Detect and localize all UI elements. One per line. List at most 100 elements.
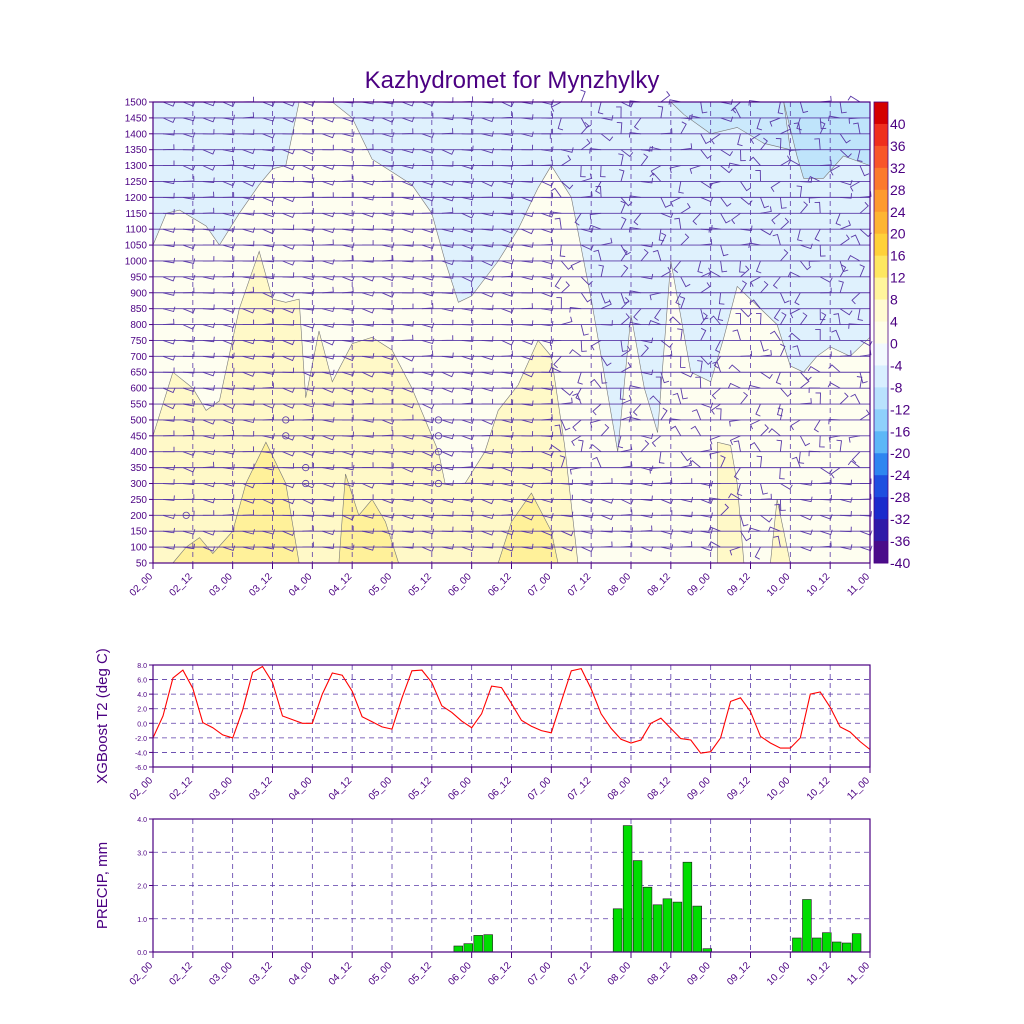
wind-barb <box>421 112 434 119</box>
wind-barb <box>342 131 355 137</box>
wind-barb <box>461 385 474 392</box>
wind-barb <box>668 99 681 105</box>
ytick-label: 350 <box>130 463 147 474</box>
wind-barb <box>262 292 276 298</box>
wind-barb <box>561 181 574 190</box>
wind-barb <box>242 273 255 280</box>
wind-barb <box>481 480 494 486</box>
wind-barb <box>421 465 435 471</box>
wind-barb <box>342 464 355 471</box>
colorbar-frame <box>873 101 889 564</box>
wind-barb <box>657 105 664 118</box>
wind-barb <box>421 255 434 262</box>
wind-barb <box>709 482 721 489</box>
wind-barb <box>202 530 216 536</box>
wind-barb <box>322 286 334 294</box>
wind-barb <box>162 290 176 296</box>
wind-barb <box>342 494 354 500</box>
wind-barb <box>242 319 255 326</box>
wind-barb <box>322 464 335 471</box>
wind-barb <box>521 497 534 504</box>
wind-barb <box>322 387 335 393</box>
wind-barb <box>633 117 642 131</box>
ytick-label: 550 <box>130 400 147 411</box>
wind-barb <box>820 159 832 167</box>
wind-barb <box>541 398 553 405</box>
wind-barb <box>820 529 833 536</box>
wind-barb <box>760 350 772 357</box>
wind-barb <box>322 496 335 502</box>
wind-barb <box>700 149 712 160</box>
wind-barb <box>262 241 275 248</box>
colorbar-swatch <box>874 387 888 410</box>
wind-barb <box>282 367 295 374</box>
wind-barb <box>162 355 176 361</box>
wind-barb <box>700 402 714 409</box>
wind-barb <box>302 462 314 469</box>
wind-barb <box>800 529 813 535</box>
wind-barb <box>648 320 662 326</box>
wind-barb <box>481 131 494 137</box>
wind-barb <box>262 403 276 409</box>
wind-barb <box>282 451 295 457</box>
wind-barb <box>242 286 255 294</box>
wind-barb <box>559 455 566 468</box>
wind-barb <box>202 433 216 439</box>
wind-barb <box>262 478 274 484</box>
wind-barb <box>342 148 355 154</box>
wind-barb <box>202 449 216 456</box>
wind-barb <box>162 513 176 520</box>
wind-barb <box>222 129 235 136</box>
temperature-line <box>152 665 871 754</box>
wind-barb <box>720 213 731 224</box>
colorbar-label: 36 <box>890 138 906 154</box>
wind-barb <box>182 165 196 171</box>
wind-barb <box>680 356 686 368</box>
wind-barb <box>182 529 196 535</box>
wind-barb <box>501 271 513 278</box>
ytick-label: 1350 <box>125 145 148 156</box>
wind-barb <box>755 312 762 325</box>
wind-barb <box>342 242 355 249</box>
wind-barb <box>342 399 355 406</box>
wind-barb <box>601 115 614 121</box>
wind-barb <box>282 244 296 250</box>
wind-barb <box>660 498 674 505</box>
wind-barb <box>441 480 454 486</box>
wind-barb <box>560 260 573 270</box>
wind-barb <box>735 313 741 325</box>
wind-barb <box>828 115 841 122</box>
wind-barb <box>569 307 582 313</box>
wind-barb <box>441 464 455 471</box>
wind-barb <box>767 526 781 532</box>
wind-barb <box>710 133 721 145</box>
wind-barb <box>421 403 435 410</box>
colorbar-swatch <box>874 277 888 301</box>
wind-barb <box>692 212 702 226</box>
wind-barb <box>262 256 275 263</box>
wind-barb <box>162 117 176 123</box>
wind-barb <box>361 194 375 201</box>
wind-barb <box>441 306 455 312</box>
wind-barb <box>680 496 694 503</box>
wind-barb <box>728 162 741 169</box>
precip-bar <box>792 937 802 953</box>
wind-barb <box>481 386 494 392</box>
wind-barb <box>748 242 761 248</box>
wind-barb <box>521 242 534 248</box>
wind-barb <box>401 467 415 473</box>
ytick-label: 1100 <box>125 225 147 236</box>
wind-barb <box>839 149 852 158</box>
wind-barb <box>580 276 593 286</box>
wind-barb <box>202 191 215 198</box>
wind-barb <box>733 467 741 480</box>
wind-barb <box>541 159 553 167</box>
wind-barb <box>322 417 335 423</box>
wind-barb <box>850 234 861 246</box>
wind-barb <box>589 148 602 154</box>
wind-barb <box>182 336 195 343</box>
wind-barb <box>541 274 554 280</box>
wind-barb <box>640 495 653 502</box>
wind-barb <box>381 275 395 282</box>
wind-barb <box>202 461 215 469</box>
